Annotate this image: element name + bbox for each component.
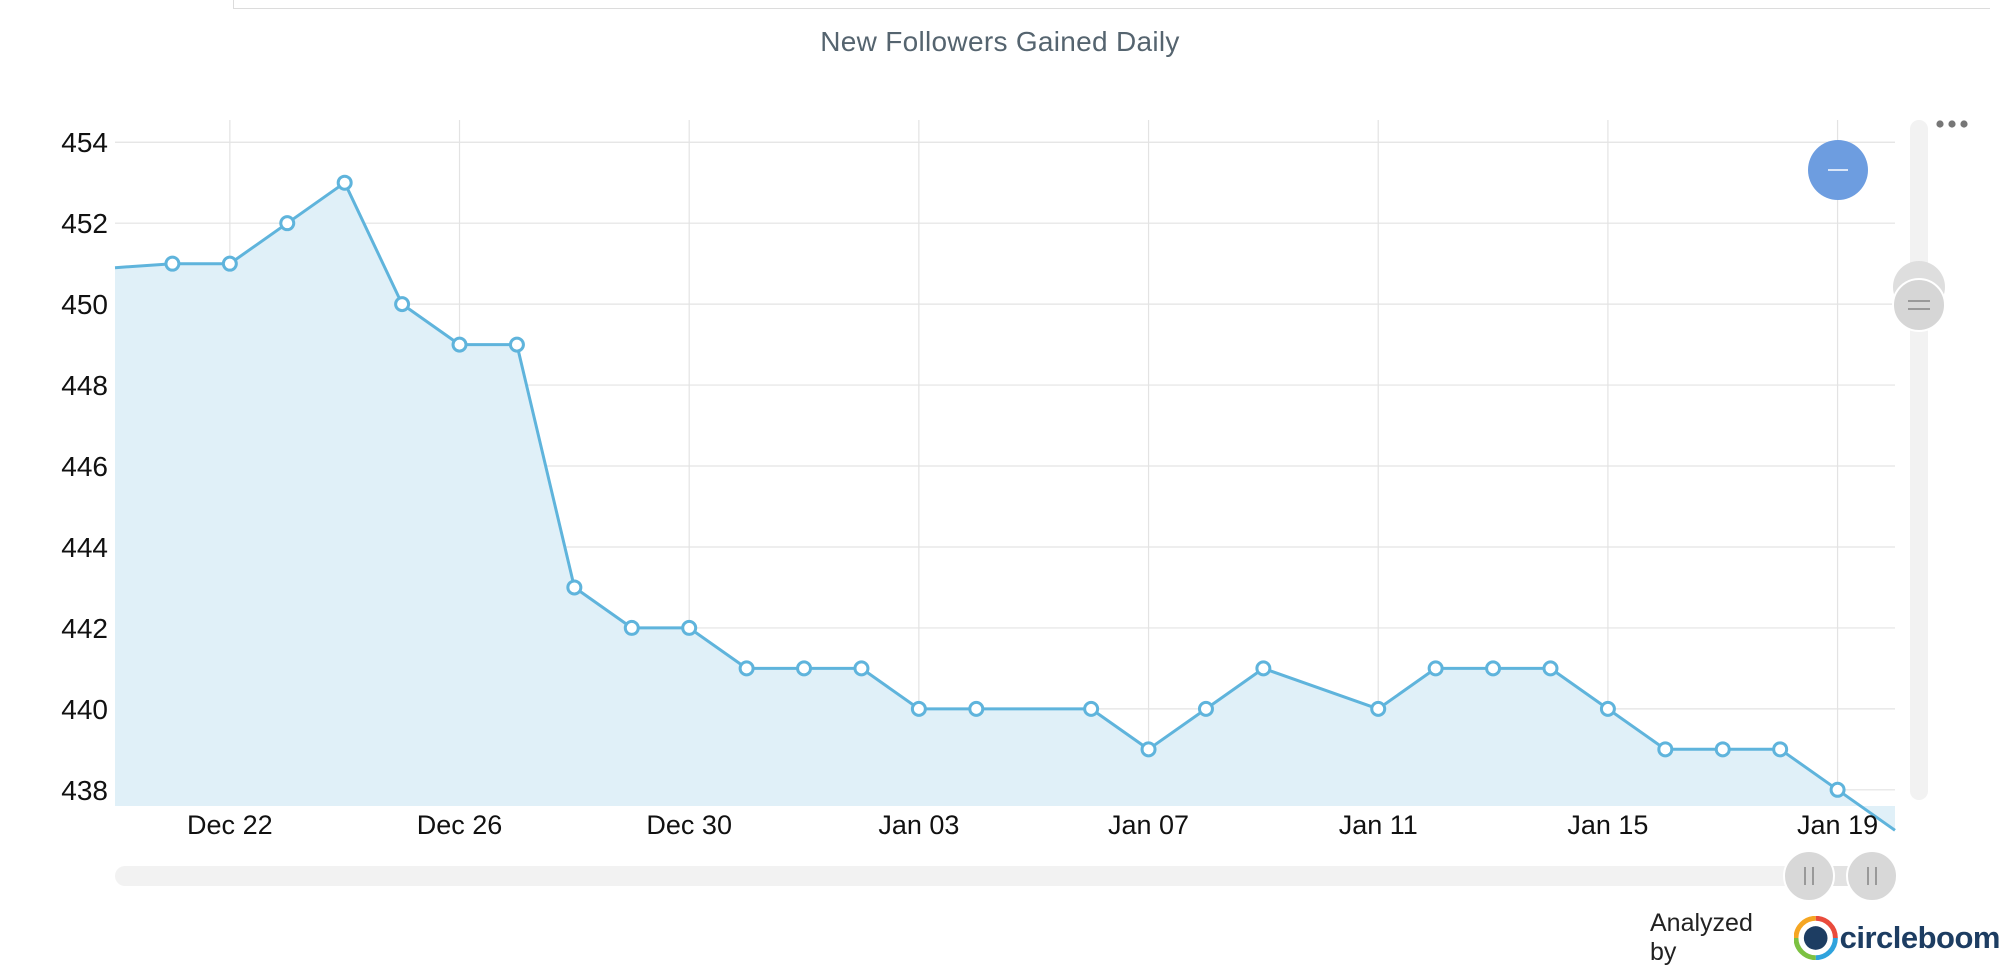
y-tick-label: 454 [61,127,108,158]
x-tick-label: Dec 30 [646,810,732,840]
circleboom-brand: circleboom [1839,920,2000,955]
data-point[interactable] [1370,700,1387,717]
series-area [115,182,1895,831]
data-point[interactable] [508,336,525,353]
zoom-controls [115,120,1968,902]
data-point[interactable] [623,619,640,636]
y-tick-label: 442 [61,613,108,644]
data-point[interactable] [1599,700,1616,717]
data-point[interactable] [910,700,927,717]
data-point[interactable] [1255,660,1272,677]
x-tick-label: Dec 26 [417,810,503,840]
data-point[interactable] [681,619,698,636]
x-tick-label: Jan 19 [1797,810,1878,840]
x-tick-label: Jan 07 [1108,810,1189,840]
data-point[interactable] [279,215,296,232]
y-tick-label: 440 [61,694,108,725]
data-point[interactable] [566,579,583,596]
data-point[interactable] [1140,741,1157,758]
y-tick-label: 452 [61,208,108,239]
data-point[interactable] [451,336,468,353]
x-tick-label: Jan 15 [1567,810,1648,840]
y-tick-label: 446 [61,451,108,482]
tab-strip [0,0,2000,9]
data-point[interactable] [853,660,870,677]
horizontal-scroll-handle[interactable] [1783,850,1898,902]
data-point[interactable] [738,660,755,677]
tab-active[interactable] [0,0,233,9]
data-point[interactable] [1197,700,1214,717]
data-point[interactable] [796,660,813,677]
data-point[interactable] [1772,741,1789,758]
analyzed-by-credit: Analyzed by circleboom [1650,909,2000,966]
series-line-path [114,181,1896,832]
x-tick-label: Jan 03 [878,810,959,840]
y-tick-label: 448 [61,370,108,401]
data-point[interactable] [1083,700,1100,717]
data-point[interactable] [968,700,985,717]
series-line [114,181,1896,832]
minus-icon[interactable] [1808,140,1868,200]
horizontal-scrollbar[interactable] [115,866,1895,886]
y-tick-label: 450 [61,289,108,320]
credit-label: Analyzed by [1650,909,1753,966]
data-point[interactable] [1427,660,1444,677]
data-point[interactable] [164,255,181,272]
data-point[interactable] [1657,741,1674,758]
y-tick-label: 438 [61,775,108,806]
data-point[interactable] [336,174,353,191]
more-horizontal-icon[interactable] [1936,120,1968,128]
x-axis: Dec 22 Dec 26 Dec 30 Jan 03 Jan 07 Jan 11 Jan … [187,810,1878,840]
data-point[interactable] [1485,660,1502,677]
series-area-fill [115,182,1895,831]
data-point[interactable] [221,255,238,272]
data-point[interactable] [1542,660,1559,677]
tab-bar [233,0,1990,9]
vertical-scroll-handle[interactable] [1892,261,1946,332]
x-tick-label: Dec 22 [187,810,273,840]
data-point[interactable] [1829,781,1846,798]
vertical-scrollbar[interactable] [1910,120,1928,800]
y-tick-label: 444 [61,532,108,563]
chart-title: New Followers Gained Daily [820,26,1180,57]
x-tick-label: Jan 11 [1339,810,1418,840]
data-point[interactable] [1714,741,1731,758]
y-axis: 454 452 450 448 446 444 442 440 438 [61,127,108,806]
data-points [164,174,1846,798]
data-point[interactable] [394,296,411,313]
circleboom-logo-icon [1794,916,1838,960]
